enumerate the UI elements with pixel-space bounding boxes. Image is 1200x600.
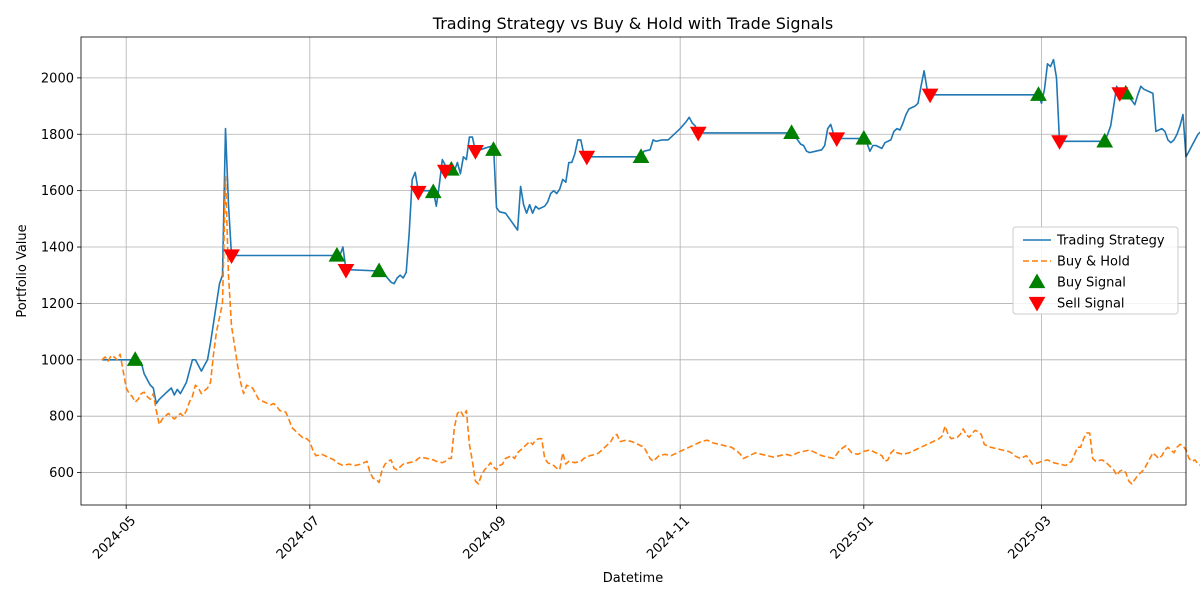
- sell-signal-marker: [921, 88, 939, 104]
- y-axis-title: Portfolio Value: [15, 224, 30, 317]
- y-tick-label: 800: [49, 410, 74, 425]
- buy-signal-marker: [783, 124, 800, 139]
- y-axis: 600 800 1000 1200 1400 1600 1800 2000: [41, 71, 81, 481]
- sell-signal-marker: [828, 132, 846, 148]
- y-tick-label: 1800: [41, 128, 74, 143]
- sell-signal-marker: [578, 150, 596, 166]
- legend-label: Buy Signal: [1057, 276, 1126, 291]
- y-tick-label: 1400: [41, 241, 74, 256]
- plot-area: [101, 58, 1200, 485]
- legend-label: Trading Strategy: [1056, 234, 1165, 249]
- buy-signal-marker: [328, 246, 346, 262]
- buy-signal-marker: [855, 129, 873, 145]
- legend-label: Sell Signal: [1057, 297, 1125, 312]
- buy-signal-marker: [1030, 86, 1047, 101]
- sell-signal-marker: [409, 185, 427, 201]
- x-axis-title: Datetime: [603, 571, 663, 586]
- chart-title: Trading Strategy vs Buy & Hold with Trad…: [432, 14, 833, 33]
- buy-hold-line: [101, 175, 1200, 485]
- sell-signal-marker: [689, 126, 707, 142]
- grid: [81, 37, 1186, 505]
- y-tick-label: 1000: [41, 353, 74, 368]
- buy-signal-marker: [370, 262, 388, 278]
- legend-box: [1012, 226, 1179, 315]
- sell-signal-marker: [1111, 87, 1129, 102]
- sell-signal-marker: [436, 164, 454, 180]
- sell-signal-marker: [223, 249, 240, 265]
- y-tick-label: 1600: [41, 184, 74, 199]
- legend-label: Buy & Hold: [1057, 255, 1130, 270]
- sell-signal-marker: [1051, 135, 1068, 150]
- sell-signal-marker: [467, 145, 484, 160]
- buy-signal-marker: [126, 351, 144, 366]
- legend-marker-handle: [1028, 296, 1046, 312]
- plot-frame: [80, 36, 1187, 506]
- y-tick-label: 1200: [41, 297, 74, 312]
- y-tick-label: 2000: [41, 71, 74, 86]
- legend-marker-handle: [1028, 273, 1046, 289]
- y-tick-label: 600: [49, 466, 74, 481]
- buy-signal-marker: [1096, 132, 1114, 148]
- buy-signal-marker: [424, 183, 442, 199]
- legend: Trading Strategy Buy & Hold Buy Signal Sell…: [1012, 226, 1179, 315]
- buy-signal-marker: [485, 141, 502, 156]
- sell-signal-marker: [337, 264, 355, 279]
- buy-signal-marker: [632, 148, 650, 163]
